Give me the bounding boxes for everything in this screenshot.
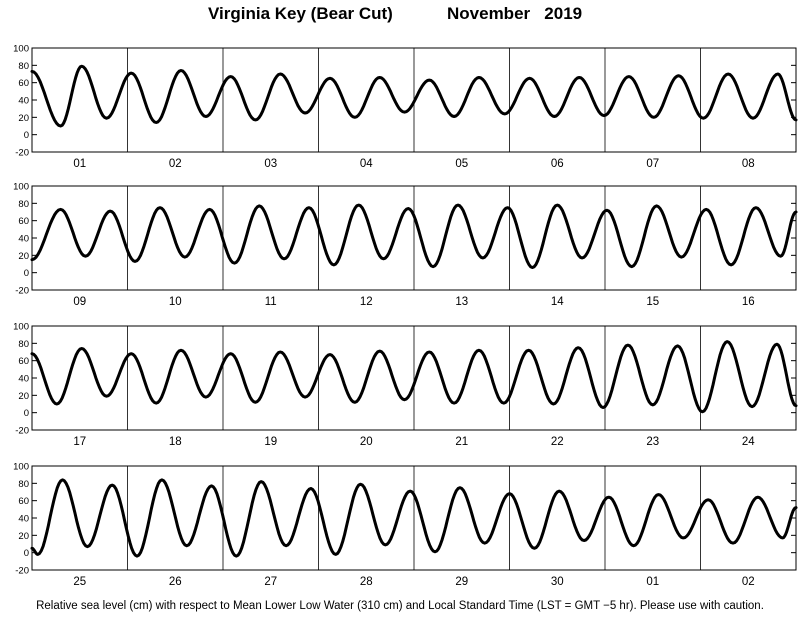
- day-label: 02: [742, 576, 755, 588]
- panel-4: 25 26 27 28 29 30 01 02 -20 0 20 40 60 80 100: [13, 462, 798, 588]
- tide-line: [30, 203, 798, 269]
- y-tick-label: 40: [18, 374, 29, 385]
- y-tick-label: 0: [24, 268, 29, 279]
- y-tick-label: -20: [15, 426, 29, 437]
- panel-3: 17 18 19 20 21 22 23 24 -20 0 20 40 60 80 100: [13, 322, 798, 448]
- y-tick-label: 80: [18, 339, 29, 350]
- day-label: 21: [455, 436, 468, 448]
- y-tick-label: 60: [18, 496, 29, 507]
- y-tick-label: 60: [18, 356, 29, 367]
- day-label: 25: [73, 576, 86, 588]
- day-label: 11: [265, 296, 277, 308]
- y-tick-label: 0: [24, 548, 29, 559]
- day-label: 09: [73, 296, 86, 308]
- y-tick-label: -20: [15, 286, 29, 297]
- panel-1: 01 02 03 04 05 06 07 08 -20 0 20 40 60 80 100: [13, 44, 798, 170]
- day-label: 13: [455, 296, 468, 308]
- day-label: 01: [646, 576, 659, 588]
- y-tick-label: 40: [18, 234, 29, 245]
- month-year: November 2019: [447, 4, 583, 23]
- y-tick-label: 0: [24, 130, 29, 141]
- day-label: 26: [169, 576, 182, 588]
- day-label: 04: [360, 158, 373, 170]
- tide-line: [30, 478, 798, 558]
- day-label: 17: [73, 436, 86, 448]
- panel-2: 09 10 11 12 13 14 15 16 -20 0 20 40 60 80 100: [13, 182, 798, 308]
- y-tick-label: 20: [18, 531, 29, 542]
- day-label: 07: [646, 158, 659, 170]
- day-label: 27: [264, 576, 277, 588]
- chart-title: Virginia Key (Bear Cut) November 2019: [0, 4, 800, 28]
- y-tick-label: -20: [15, 566, 29, 577]
- day-label: 19: [264, 436, 277, 448]
- tide-line: [30, 64, 798, 128]
- day-label: 30: [551, 576, 564, 588]
- y-tick-label: 20: [18, 391, 29, 402]
- day-label: 08: [742, 158, 755, 170]
- y-tick-label: 100: [13, 322, 29, 333]
- y-tick-label: 80: [18, 199, 29, 210]
- y-tick-label: 100: [13, 462, 29, 473]
- y-tick-label: 0: [24, 408, 29, 419]
- day-label: 23: [646, 436, 659, 448]
- station-name: Virginia Key (Bear Cut): [208, 4, 393, 23]
- y-tick-label: 80: [18, 479, 29, 490]
- day-label: 10: [169, 296, 182, 308]
- day-label: 02: [169, 158, 182, 170]
- day-label: 01: [73, 158, 86, 170]
- footer-note: Relative sea level (cm) with respect to …: [36, 600, 764, 612]
- day-label: 22: [551, 436, 564, 448]
- day-label: 03: [264, 158, 277, 170]
- y-tick-label: 100: [13, 182, 29, 193]
- y-tick-label: -20: [15, 148, 29, 159]
- y-tick-label: 60: [18, 78, 29, 89]
- day-label: 14: [551, 296, 564, 308]
- day-label: 06: [551, 158, 564, 170]
- day-label: 29: [455, 576, 468, 588]
- y-tick-label: 20: [18, 251, 29, 262]
- day-label: 16: [742, 296, 755, 308]
- tide-line: [30, 340, 798, 414]
- day-label: 20: [360, 436, 373, 448]
- y-tick-label: 100: [13, 44, 29, 55]
- day-label: 05: [455, 158, 468, 170]
- day-label: 28: [360, 576, 373, 588]
- y-tick-label: 40: [18, 96, 29, 107]
- y-tick-label: 40: [18, 514, 29, 525]
- y-tick-label: 20: [18, 113, 29, 124]
- day-label: 12: [360, 296, 373, 308]
- day-label: 24: [742, 436, 755, 448]
- day-label: 15: [646, 296, 659, 308]
- y-tick-label: 60: [18, 216, 29, 227]
- day-label: 18: [169, 436, 182, 448]
- y-tick-label: 80: [18, 61, 29, 72]
